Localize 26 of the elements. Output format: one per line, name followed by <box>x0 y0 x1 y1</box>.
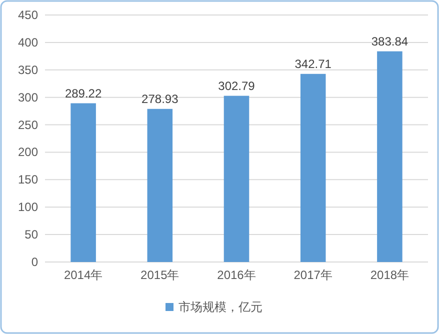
bar <box>70 103 96 262</box>
y-tick-label: 300 <box>18 90 38 104</box>
bar <box>147 108 173 262</box>
bar <box>377 51 402 262</box>
data-label: 289.22 <box>64 86 102 100</box>
x-tick-label: 2018年 <box>370 268 410 282</box>
bar <box>300 74 326 262</box>
y-tick-label: 200 <box>18 145 38 160</box>
data-label: 302.79 <box>218 78 256 93</box>
y-tick-label: 100 <box>18 200 38 214</box>
y-tick-label: 0 <box>31 255 38 269</box>
x-tick-label: 2016年 <box>217 268 256 282</box>
data-label: 342.71 <box>294 56 332 71</box>
y-tick-label: 250 <box>18 118 38 132</box>
y-tick-label: 450 <box>18 8 38 22</box>
data-label: 383.84 <box>371 34 408 48</box>
bar <box>224 96 250 262</box>
y-tick-label: 150 <box>18 172 38 187</box>
y-tick-label: 350 <box>18 62 38 77</box>
y-tick-label: 50 <box>24 228 38 242</box>
y-tick-label: 400 <box>18 35 38 50</box>
legend-label: 市场规模，亿元 <box>178 300 262 314</box>
x-tick-label: 2014年 <box>64 268 103 282</box>
data-label: 278.93 <box>142 92 179 106</box>
x-tick-label: 2015年 <box>140 268 180 282</box>
x-tick-label: 2017年 <box>294 268 332 282</box>
